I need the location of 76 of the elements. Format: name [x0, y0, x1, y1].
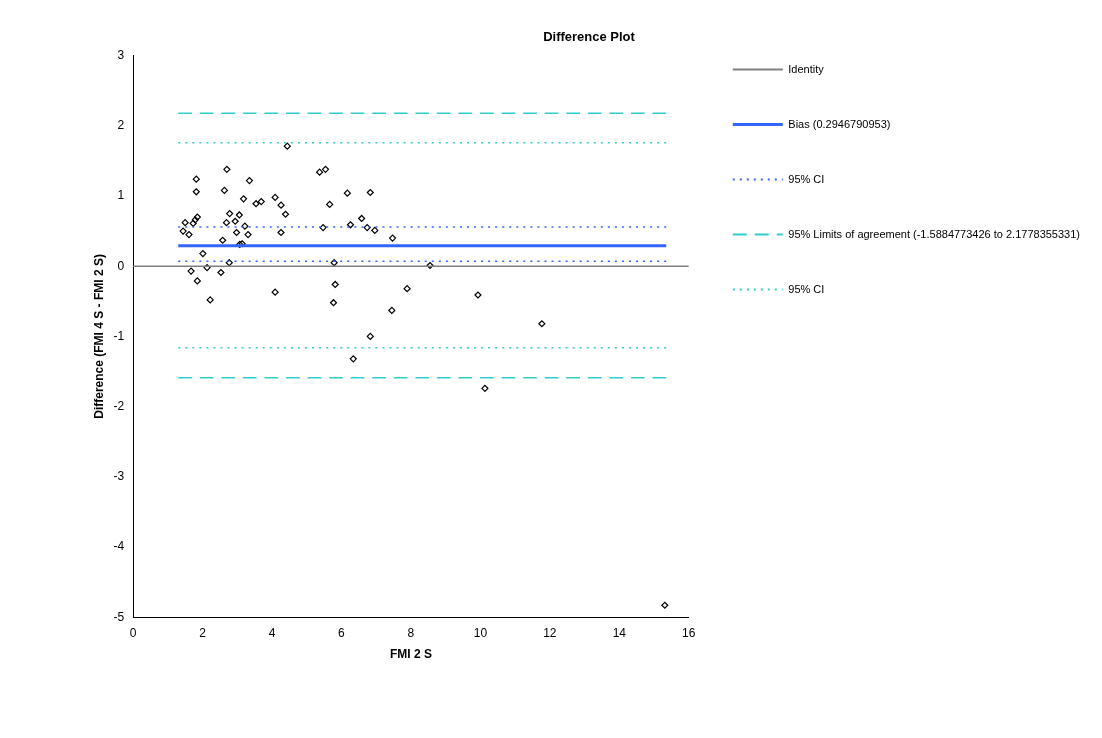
legend-label: Identity — [788, 62, 825, 75]
point — [481, 384, 489, 392]
point — [358, 214, 366, 223]
y-tick-label: 1 — [117, 188, 125, 203]
point — [222, 219, 231, 227]
y-tick-label: -3 — [113, 469, 125, 484]
point — [257, 198, 265, 206]
point — [219, 236, 227, 244]
point — [220, 186, 229, 194]
point — [366, 188, 374, 197]
point — [206, 296, 214, 304]
point — [331, 280, 339, 289]
chart-title: Difference Plot — [543, 29, 636, 45]
point — [217, 268, 225, 277]
x-tick-label: 0 — [129, 625, 137, 640]
y-tick-label: 3 — [117, 47, 125, 62]
y-tick-label: -2 — [113, 398, 125, 413]
point — [326, 200, 334, 209]
point — [363, 223, 371, 232]
point — [366, 332, 374, 340]
point — [223, 165, 231, 173]
legend-label: 95% Limits of agreement (-1.5884773426 to 2.1778355331) — [788, 227, 1081, 240]
y-tick-label: 2 — [117, 118, 125, 133]
x-tick-label: 2 — [199, 625, 207, 640]
point — [193, 277, 201, 285]
x-tick-label: 16 — [682, 625, 696, 640]
legend-label: Bias (0.2946790953) — [788, 117, 891, 130]
legend-label: 95% CI — [788, 172, 825, 185]
point — [329, 299, 338, 307]
point — [244, 231, 252, 239]
y-axis-title: Difference (FMI 4 S - FMI 2 S) — [91, 254, 106, 419]
x-tick-label: 12 — [543, 625, 557, 640]
point — [226, 209, 234, 218]
point — [388, 234, 397, 242]
point — [343, 189, 351, 197]
point — [403, 285, 411, 293]
point — [388, 306, 396, 315]
point — [281, 210, 290, 218]
point — [283, 142, 291, 150]
x-axis-title: FMI 2 S — [389, 647, 432, 662]
point — [319, 223, 327, 232]
point — [179, 227, 187, 235]
point — [349, 355, 357, 363]
point — [239, 195, 248, 203]
point — [187, 267, 195, 275]
point — [277, 228, 285, 237]
y-tick-label: -1 — [113, 328, 125, 343]
y-tick-label: 0 — [117, 258, 125, 273]
point — [271, 193, 279, 201]
x-tick-label: 6 — [338, 625, 346, 640]
point — [181, 219, 189, 227]
point — [330, 259, 338, 267]
point — [199, 249, 207, 258]
point — [241, 222, 249, 230]
point — [231, 217, 239, 225]
x-tick-label: 14 — [612, 625, 627, 640]
legend-label: 95% CI — [788, 282, 825, 295]
point — [185, 231, 193, 239]
point — [321, 165, 330, 173]
point — [538, 320, 546, 328]
point — [252, 200, 260, 208]
y-tick-label: -4 — [113, 539, 125, 554]
point — [192, 188, 200, 196]
y-tick-label: -5 — [113, 609, 125, 624]
point — [661, 601, 669, 609]
point — [346, 221, 355, 229]
point — [315, 168, 324, 176]
x-tick-label: 8 — [407, 625, 415, 640]
point — [271, 288, 279, 296]
point — [277, 201, 285, 209]
x-tick-label: 10 — [473, 625, 488, 640]
x-tick-label: 4 — [268, 625, 276, 640]
point — [192, 175, 200, 183]
point — [371, 226, 379, 234]
point — [245, 176, 254, 185]
point — [235, 211, 243, 219]
